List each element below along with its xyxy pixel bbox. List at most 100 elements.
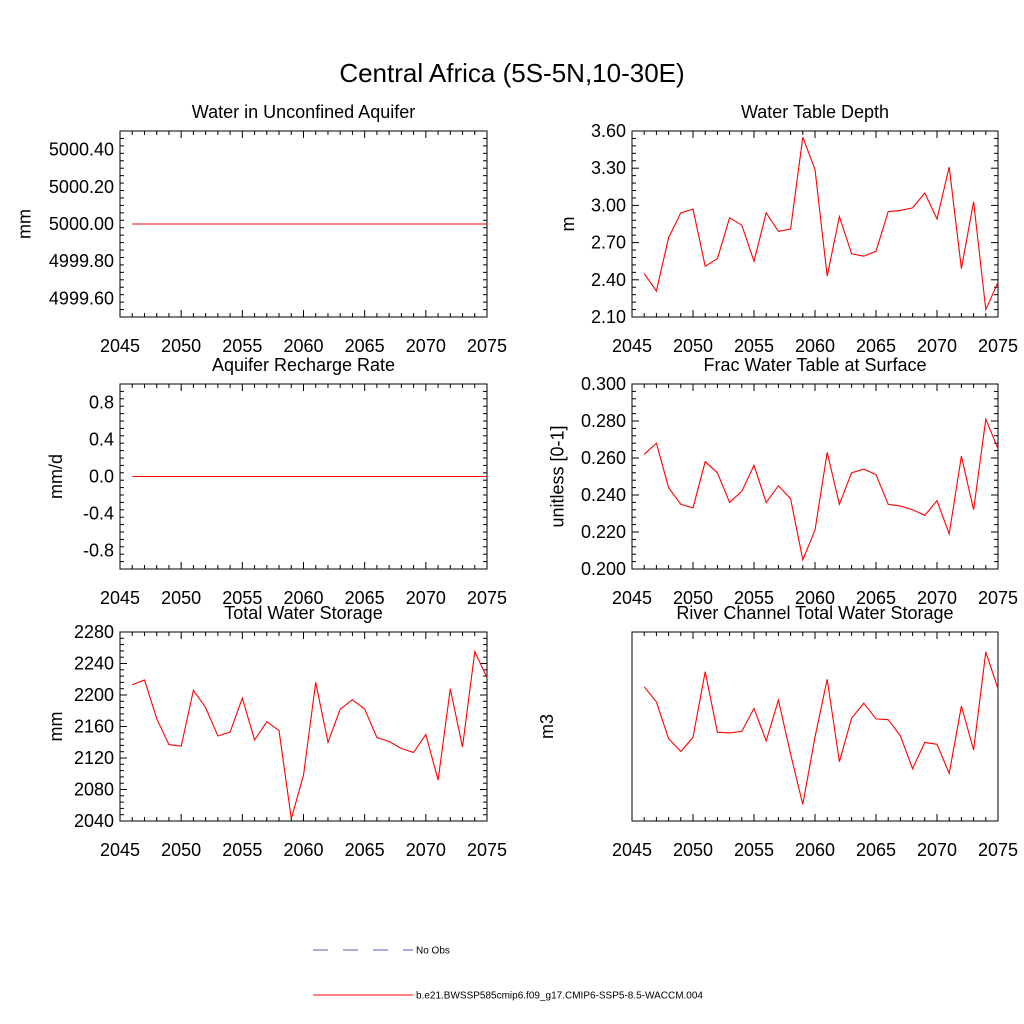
x-tick-label: 2060 [283,840,323,860]
legend-label-no-obs: No Obs [416,946,450,957]
y-tick-label: -0.8 [83,541,114,561]
y-axis-label: unitless [0-1] [548,425,568,527]
y-tick-label: 2200 [74,685,114,705]
y-tick-label: 2240 [74,654,114,674]
x-tick-label: 2050 [673,588,713,608]
x-tick-label: 2055 [222,336,262,356]
y-tick-label: 0.0 [89,467,114,487]
panel-title: Total Water Storage [224,603,382,623]
panel-title: Water in Unconfined Aquifer [192,102,415,122]
x-tick-label: 2050 [161,840,201,860]
x-tick-label: 2060 [283,336,323,356]
x-tick-label: 2070 [917,336,957,356]
series-line [643,651,999,805]
x-tick-label: 2045 [612,588,652,608]
x-tick-label: 2045 [100,336,140,356]
x-tick-label: 2075 [978,336,1018,356]
chart-panel-2: 2045 2050 2055 2060 2065 2070 2075 2.10 2.40 2.70… [558,102,1018,356]
series-line [643,416,999,562]
x-tick-label: 2070 [917,840,957,860]
x-tick-label: 2060 [283,588,323,608]
plot-frame [631,383,999,570]
y-tick-label: 5000.00 [49,214,114,234]
x-tick-label: 2055 [734,588,774,608]
x-tick-label: 2060 [795,588,835,608]
x-tick-label: 2045 [100,840,140,860]
y-tick-label: 0.300 [581,374,626,394]
panel-title: Aquifer Recharge Rate [212,355,395,375]
x-tick-label: 2070 [406,588,446,608]
x-tick-label: 2050 [673,840,713,860]
y-axis-label: mm [15,209,35,239]
x-tick-label: 2070 [406,840,446,860]
y-axis-label: mm [46,712,66,742]
x-tick-label: 2050 [673,336,713,356]
y-tick-label: 2.40 [591,270,626,290]
y-tick-label: 2120 [74,748,114,768]
x-tick-label: 2045 [612,840,652,860]
y-tick-label: 2.10 [591,307,626,327]
chart-panel-1: 2045 2050 2055 2060 2065 2070 2075 4999.60 4999.… [15,102,508,356]
x-tick-label: 2050 [161,588,201,608]
x-tick-label: 2050 [161,336,201,356]
chart-panel-6: 20452050205520602065207020750.70e90.80e9… [537,603,1018,860]
y-axis-label: m [558,217,578,232]
panel-title: Water Table Depth [741,102,889,122]
x-tick-label: 2060 [795,336,835,356]
chart-panel-5: 2045 2050 2055 2060 2065 2070 2075 2040 2080 2120… [46,603,507,860]
y-tick-label: 3.00 [591,195,626,215]
y-tick-label: 2040 [74,811,114,831]
y-tick-label: 0.4 [89,430,114,450]
series-line [643,137,999,312]
x-tick-label: 2065 [856,336,896,356]
y-tick-label: 3.60 [591,121,626,141]
y-tick-label: 2280 [74,622,114,642]
x-tick-label: 2055 [222,840,262,860]
x-tick-label: 2075 [467,840,507,860]
y-tick-label: 2.70 [591,233,626,253]
y-tick-label: 0.280 [581,411,626,431]
x-tick-label: 2055 [222,588,262,608]
y-tick-label: 4999.80 [49,251,114,271]
y-tick-label: 2160 [74,717,114,737]
x-tick-label: 2055 [734,336,774,356]
chart-panel-4: 2045 2050 2055 2060 2065 2070 2075 0.200 0.220 0.… [548,355,1019,608]
chart-panel-3: 2045 2050 2055 2060 2065 2070 2075 -0.8 -0.4 0.0 0… [46,355,507,608]
legend: No Obs b.e21.BWSSP585cmip6.f09_g17.CMIP6… [313,946,703,1002]
x-tick-label: 2075 [978,840,1018,860]
plot-frame [631,130,999,318]
x-tick-label: 2060 [795,840,835,860]
x-tick-label: 2045 [100,588,140,608]
y-tick-label: 0.220 [581,522,626,542]
y-tick-label: 0.200 [581,559,626,579]
y-axis-label: mm/d [46,454,66,499]
legend-label-model: b.e21.BWSSP585cmip6.f09_g17.CMIP6-SSP5-8… [416,991,703,1002]
x-tick-label: 2075 [467,588,507,608]
y-tick-label: 5000.20 [49,177,114,197]
x-tick-label: 2045 [612,336,652,356]
x-tick-label: 2075 [467,336,507,356]
panels: 2045 2050 2055 2060 2065 2070 2075 4999.60 4999.… [15,102,1019,860]
x-tick-label: 2070 [406,336,446,356]
panel-title: Frac Water Table at Surface [703,355,926,375]
plot-frame [631,631,999,822]
y-tick-label: 2080 [74,780,114,800]
y-axis-label: m3 [537,714,557,739]
y-tick-label: 0.260 [581,448,626,468]
plot-frame [119,631,488,822]
x-tick-label: 2065 [856,840,896,860]
x-tick-label: 2055 [734,840,774,860]
x-tick-label: 2065 [856,588,896,608]
y-tick-label: 5000.40 [49,140,114,160]
x-tick-label: 2075 [978,588,1018,608]
x-tick-label: 2065 [345,588,385,608]
y-tick-label: 0.240 [581,485,626,505]
panel-title: River Channel Total Water Storage [676,603,953,623]
x-tick-label: 2070 [917,588,957,608]
figure-title: Central Africa (5S-5N,10-30E) [339,58,684,88]
y-tick-label: -0.4 [83,504,114,524]
x-tick-label: 2065 [345,336,385,356]
y-tick-label: 0.8 [89,393,114,413]
y-tick-label: 4999.60 [49,288,114,308]
